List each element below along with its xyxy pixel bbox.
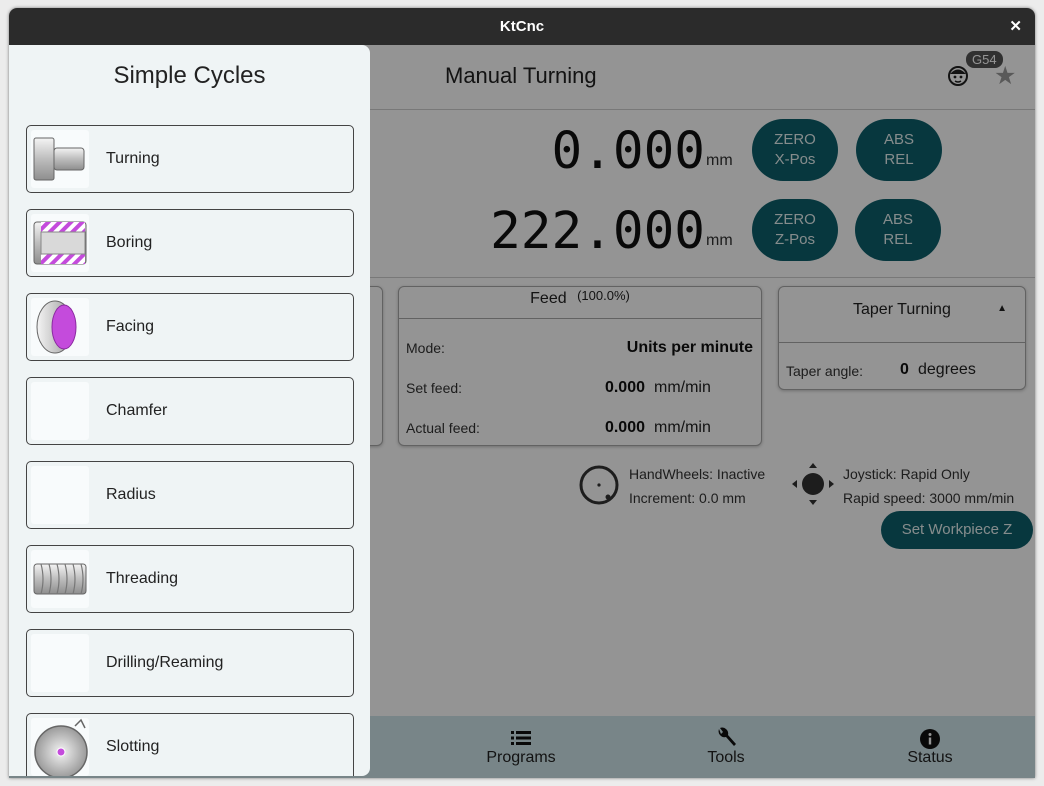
zero-x-line1: ZERO — [774, 131, 816, 148]
nav-programs-label: Programs — [486, 749, 556, 766]
set-feed-value: 0.000 — [604, 379, 645, 396]
facing-icon — [31, 298, 89, 356]
z-abs-rel-button[interactable]: ABS REL — [855, 199, 941, 261]
zero-z-line1: ZERO — [774, 211, 816, 228]
joystick-rapid-speed: Rapid speed: 3000 mm/min — [843, 490, 1015, 506]
taper-mode-value: Taper Turning — [853, 301, 951, 318]
x-position-value: 0.000 — [551, 122, 705, 181]
feed-panel-header: Feed (100.0%) — [399, 287, 761, 319]
nav-tools-label: Tools — [707, 749, 745, 766]
z-abs-label: ABS — [882, 211, 913, 228]
turning-icon — [31, 130, 89, 188]
threading-icon — [31, 550, 89, 608]
taper-angle-label: Taper angle: — [786, 363, 864, 379]
z-unit: mm — [706, 232, 733, 249]
wrench-icon — [718, 727, 736, 746]
star-icon[interactable]: ★ — [994, 62, 1017, 90]
feed-title: Feed — [530, 290, 567, 307]
boring-icon — [31, 214, 89, 272]
zero-x-button[interactable]: ZERO X-Pos — [752, 119, 838, 181]
app-window: KtCnc ✕ Manual Turning G54 ★ 0.000 mm ZE… — [9, 8, 1035, 778]
z-rel-label: REL — [883, 231, 913, 248]
simple-cycles-drawer: Simple Cycles Turning Boring — [9, 45, 370, 776]
x-abs-label: ABS — [883, 131, 914, 148]
page-title: Manual Turning — [445, 63, 597, 88]
cycle-label: Threading — [106, 570, 179, 587]
window-title: KtCnc — [499, 18, 545, 35]
cycle-label: Turning — [106, 150, 160, 167]
nav-item-status[interactable]: Status — [830, 716, 1030, 778]
cycle-boring[interactable]: Boring — [26, 209, 354, 277]
set-feed-label: Set feed: — [406, 380, 463, 396]
cycle-label: Slotting — [106, 738, 160, 755]
face-icon[interactable] — [947, 65, 969, 87]
drawer-title: Simple Cycles — [113, 62, 266, 89]
info-icon — [920, 729, 940, 749]
x-rel-label: REL — [884, 151, 914, 168]
feed-panel: Feed (100.0%) Mode: Units per minute Set… — [398, 286, 762, 446]
dro-x-row: 0.000 mm ZERO X-Pos ABS REL — [9, 110, 1035, 190]
cycle-label: Radius — [106, 486, 156, 503]
drilling-icon — [31, 634, 89, 692]
list-icon — [511, 731, 531, 745]
cycle-label: Facing — [106, 318, 155, 335]
feed-mode-value: Units per minute — [626, 339, 753, 356]
chamfer-icon — [31, 382, 89, 440]
cycle-chamfer[interactable]: Chamfer — [26, 377, 354, 445]
radius-icon — [31, 466, 89, 524]
cycle-radius[interactable]: Radius — [26, 461, 354, 529]
nav-status-label: Status — [907, 749, 953, 766]
cycle-label: Chamfer — [106, 402, 168, 419]
x-unit: mm — [706, 152, 733, 169]
cycle-label: Drilling/Reaming — [106, 654, 224, 671]
set-feed-unit: mm/min — [654, 379, 711, 396]
feed-mode-label: Mode: — [406, 340, 445, 356]
handwheel-status: HandWheels: Inactive — [629, 466, 766, 482]
cycle-turning[interactable]: Turning — [26, 125, 354, 193]
actual-feed-value: 0.000 — [604, 419, 645, 436]
taper-panel: Taper Turning ▲ Taper angle: 0 degrees — [778, 286, 1026, 390]
actual-feed-unit: mm/min — [654, 419, 711, 436]
cycle-facing[interactable]: Facing — [26, 293, 354, 361]
close-icon[interactable]: ✕ — [1009, 18, 1022, 35]
dro-panel: 0.000 mm ZERO X-Pos ABS REL 222.000 mm Z… — [9, 110, 1035, 278]
nav-item-programs[interactable]: Programs — [421, 716, 621, 778]
feed-override: (100.0%) — [577, 288, 630, 303]
joystick-icon — [792, 463, 834, 505]
taper-angle-unit: degrees — [918, 361, 976, 378]
handwheel-increment: Increment: 0.0 mm — [629, 490, 746, 506]
cycle-drilling-reaming[interactable]: Drilling/Reaming — [26, 629, 354, 697]
dro-z-row: 222.000 mm ZERO Z-Pos ABS REL — [9, 190, 1035, 270]
cycle-label: Boring — [106, 234, 153, 251]
nav-item-tools[interactable]: Tools — [626, 716, 826, 778]
actual-feed-label: Actual feed: — [406, 420, 480, 436]
zero-x-line2: X-Pos — [774, 151, 816, 168]
dropdown-arrow-icon: ▲ — [997, 303, 1007, 314]
z-position-value: 222.000 — [490, 202, 705, 261]
joystick-status: Joystick: Rapid Only — [843, 466, 970, 482]
wcs-badge: G54 — [966, 51, 1003, 68]
cycle-slotting[interactable]: Slotting — [26, 713, 354, 776]
taper-angle-value: 0 — [900, 361, 909, 378]
x-abs-rel-button[interactable]: ABS REL — [856, 119, 942, 181]
cycle-threading[interactable]: Threading — [26, 545, 354, 613]
taper-mode-select[interactable]: Taper Turning ▲ — [779, 287, 1025, 343]
zero-z-line2: Z-Pos — [774, 231, 815, 248]
slotting-icon — [31, 718, 89, 776]
title-bar: KtCnc ✕ — [9, 8, 1035, 45]
zero-z-button[interactable]: ZERO Z-Pos — [752, 199, 838, 261]
handwheel-icon — [579, 465, 619, 505]
set-workpiece-z-button[interactable]: Set Workpiece Z — [881, 511, 1033, 549]
